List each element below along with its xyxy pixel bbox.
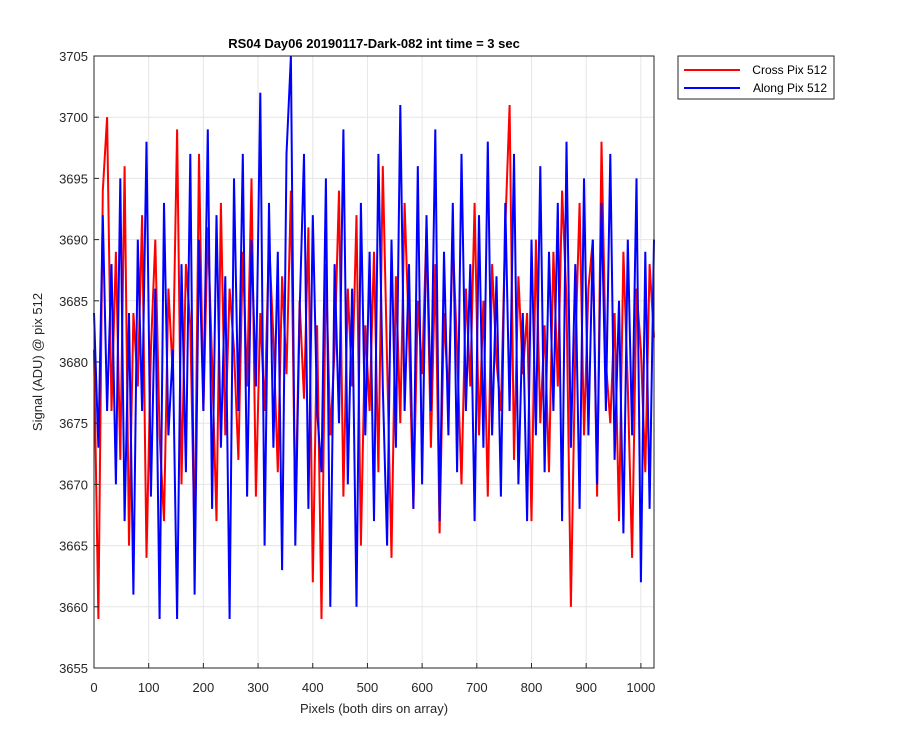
y-tick-label: 3660 <box>59 600 88 615</box>
legend-label-cross: Cross Pix 512 <box>752 63 827 77</box>
legend: Cross Pix 512 Along Pix 512 <box>677 55 835 100</box>
x-tick-label: 500 <box>357 680 379 695</box>
y-tick-label: 3695 <box>59 171 88 186</box>
x-tick-label: 1000 <box>626 680 655 695</box>
legend-box <box>677 55 835 100</box>
y-tick-label: 3655 <box>59 661 88 676</box>
y-tick-label: 3700 <box>59 110 88 125</box>
y-axis-label: Signal (ADU) @ pix 512 <box>30 293 45 431</box>
chart-title: RS04 Day06 20190117-Dark-082 int time = … <box>228 36 520 51</box>
series-lines <box>93 55 655 620</box>
x-tick-label: 800 <box>521 680 543 695</box>
y-tick-label: 3665 <box>59 539 88 554</box>
x-axis-label: Pixels (both dirs on array) <box>300 701 448 716</box>
x-tick-label: 400 <box>302 680 324 695</box>
y-tick-label: 3680 <box>59 355 88 370</box>
x-tick-label: 600 <box>411 680 433 695</box>
y-tick-label: 3670 <box>59 477 88 492</box>
x-tick-label: 700 <box>466 680 488 695</box>
y-tick-label: 3690 <box>59 233 88 248</box>
x-tick-label: 300 <box>247 680 269 695</box>
y-tick-label: 3685 <box>59 294 88 309</box>
series-line-cross-pix-512 <box>93 104 655 620</box>
axis-ticks: 0 100 200 300 400 500 600 700 800 900 1000 3655 3660… <box>59 49 655 695</box>
x-tick-label: 900 <box>575 680 597 695</box>
legend-label-along: Along Pix 512 <box>753 81 827 95</box>
y-tick-label: 3705 <box>59 49 88 64</box>
x-tick-label: 100 <box>138 680 160 695</box>
y-tick-label: 3675 <box>59 416 88 431</box>
x-tick-label: 200 <box>193 680 215 695</box>
series-line-along-pix-512 <box>93 55 655 620</box>
x-tick-label: 0 <box>90 680 97 695</box>
